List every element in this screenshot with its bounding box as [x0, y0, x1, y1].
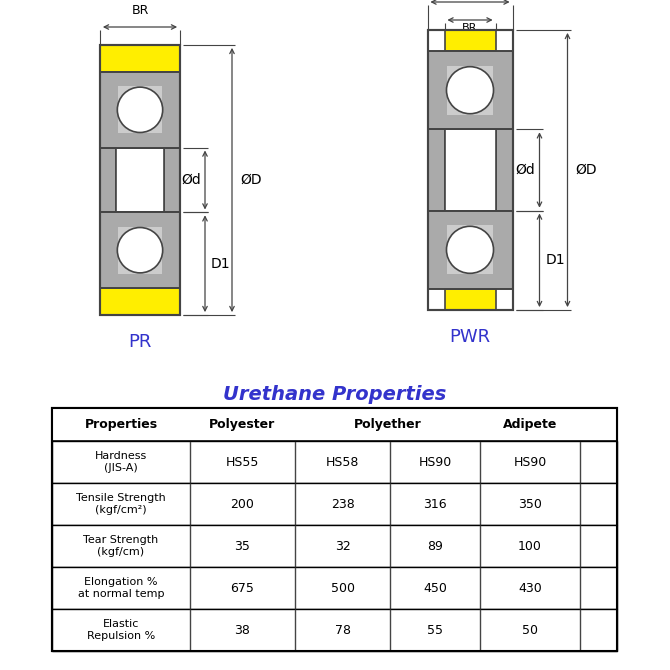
Circle shape	[117, 87, 163, 133]
Text: 500: 500	[330, 582, 354, 594]
Text: Polyether: Polyether	[354, 418, 421, 431]
Bar	[100, 288, 180, 315]
Text: 32: 32	[334, 539, 350, 553]
Text: 55: 55	[427, 624, 443, 636]
Bar	[118, 226, 162, 273]
Bar	[100, 212, 180, 288]
Text: Tear Strength
(kgf/cm): Tear Strength (kgf/cm)	[83, 535, 159, 557]
Bar	[427, 30, 513, 310]
Text: ØD: ØD	[576, 163, 597, 177]
Bar	[427, 51, 513, 129]
Text: Properties: Properties	[84, 418, 157, 431]
Bar	[100, 72, 180, 147]
Bar	[496, 129, 513, 210]
Text: Urethane Properties: Urethane Properties	[223, 385, 447, 404]
Bar	[427, 129, 444, 210]
Text: PR: PR	[129, 333, 151, 351]
Bar	[100, 212, 180, 288]
Text: HS58: HS58	[326, 456, 359, 468]
Bar	[447, 66, 493, 115]
Bar	[52, 408, 617, 651]
Text: 675: 675	[230, 582, 255, 594]
Text: Ød: Ød	[516, 163, 535, 177]
Bar	[100, 147, 116, 212]
Bar	[100, 45, 180, 315]
Bar	[100, 45, 180, 72]
Circle shape	[446, 67, 494, 114]
Bar	[444, 289, 496, 310]
Text: D1: D1	[211, 257, 230, 271]
Text: 78: 78	[334, 624, 350, 636]
Bar	[118, 86, 162, 133]
Bar	[52, 609, 617, 651]
Text: PWR: PWR	[450, 328, 490, 346]
Text: 316: 316	[423, 498, 447, 511]
Text: HS90: HS90	[513, 456, 547, 468]
Bar	[164, 147, 180, 212]
Text: HS55: HS55	[226, 456, 259, 468]
Bar	[52, 567, 617, 609]
Text: 200: 200	[230, 498, 255, 511]
Text: Adipete: Adipete	[502, 418, 557, 431]
Bar	[52, 483, 617, 525]
Text: BR: BR	[131, 4, 149, 17]
Text: D1: D1	[545, 253, 565, 267]
Bar	[444, 30, 496, 51]
Circle shape	[446, 226, 494, 273]
Bar	[444, 129, 496, 210]
Text: 50: 50	[522, 624, 538, 636]
Text: 89: 89	[427, 539, 443, 553]
Text: Tensile Strength
(kgf/cm²): Tensile Strength (kgf/cm²)	[76, 493, 166, 515]
Text: 450: 450	[423, 582, 447, 594]
Text: 38: 38	[234, 624, 251, 636]
Text: Elongation %
at normal temp: Elongation % at normal temp	[78, 577, 164, 599]
Text: Polyester: Polyester	[209, 418, 275, 431]
Bar	[447, 226, 493, 274]
Bar	[427, 210, 513, 289]
Bar	[52, 525, 617, 567]
Bar	[52, 408, 617, 441]
Text: BR: BR	[462, 23, 478, 33]
Text: 100: 100	[518, 539, 542, 553]
Circle shape	[117, 228, 163, 273]
Bar	[116, 147, 164, 212]
Text: Hardness
(JIS-A): Hardness (JIS-A)	[95, 451, 147, 473]
Bar	[52, 408, 617, 651]
Text: Elastic
Repulsion %: Elastic Repulsion %	[87, 619, 155, 641]
Text: 350: 350	[518, 498, 542, 511]
Bar	[427, 51, 513, 129]
Text: 238: 238	[330, 498, 354, 511]
Text: ØD: ØD	[240, 173, 261, 187]
Text: 430: 430	[518, 582, 542, 594]
Text: 35: 35	[234, 539, 251, 553]
Text: HS90: HS90	[418, 456, 452, 468]
Bar	[52, 441, 617, 483]
Bar	[100, 72, 180, 147]
Bar	[427, 210, 513, 289]
Text: Ød: Ød	[182, 173, 201, 187]
